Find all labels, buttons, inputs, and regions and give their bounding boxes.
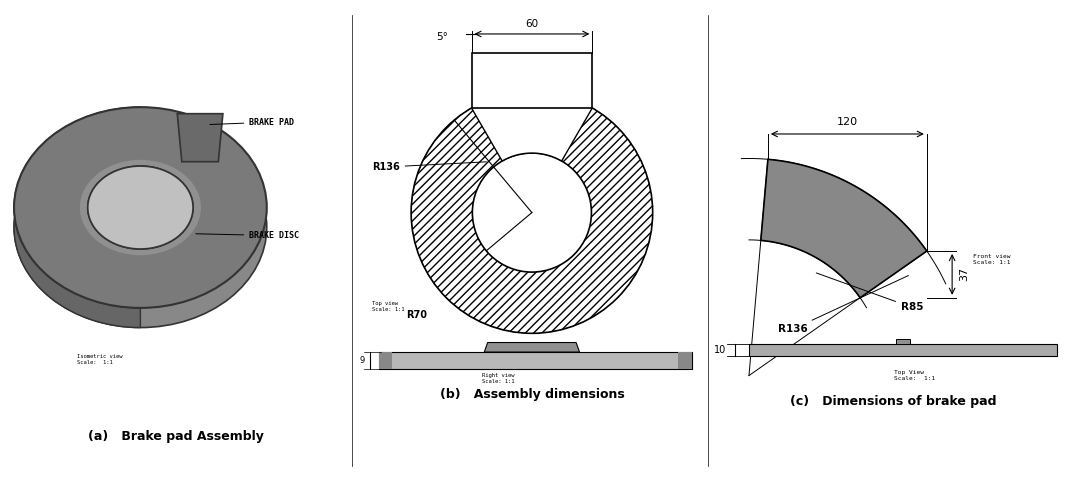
Circle shape	[472, 153, 592, 272]
Text: BRAKE DISC: BRAKE DISC	[195, 231, 299, 240]
Text: Isometric view
Scale:  1:1: Isometric view Scale: 1:1	[78, 354, 123, 365]
Text: 120: 120	[837, 117, 858, 127]
Polygon shape	[760, 159, 927, 298]
Ellipse shape	[87, 166, 193, 249]
Polygon shape	[472, 53, 592, 108]
Polygon shape	[87, 166, 140, 269]
Text: Top View
Scale:  1:1: Top View Scale: 1:1	[894, 370, 935, 381]
Text: Top view
Scale: 1:1: Top view Scale: 1:1	[372, 302, 405, 312]
Ellipse shape	[14, 107, 267, 308]
Ellipse shape	[80, 160, 201, 255]
Text: 37: 37	[959, 267, 970, 281]
Text: R85: R85	[816, 273, 923, 312]
Text: 9: 9	[360, 356, 364, 365]
Polygon shape	[379, 352, 692, 369]
Polygon shape	[750, 344, 1056, 356]
Ellipse shape	[14, 127, 267, 327]
Text: R136: R136	[372, 162, 486, 172]
Text: (c)   Dimensions of brake pad: (c) Dimensions of brake pad	[791, 395, 997, 408]
Polygon shape	[895, 339, 910, 344]
Text: 5°: 5°	[436, 32, 448, 42]
Text: (b)   Assembly dimensions: (b) Assembly dimensions	[440, 388, 624, 401]
Ellipse shape	[87, 166, 193, 249]
Polygon shape	[177, 114, 222, 162]
Polygon shape	[472, 92, 592, 161]
Text: Right view
Scale: 1:1: Right view Scale: 1:1	[482, 373, 514, 384]
Polygon shape	[484, 343, 580, 352]
Polygon shape	[14, 107, 140, 327]
Text: R70: R70	[406, 310, 427, 320]
Circle shape	[411, 92, 652, 333]
Text: R136: R136	[778, 275, 908, 334]
Text: BRAKE PAD: BRAKE PAD	[210, 118, 294, 126]
Polygon shape	[678, 352, 692, 369]
Text: Front view
Scale: 1:1: Front view Scale: 1:1	[973, 254, 1011, 265]
Polygon shape	[379, 352, 392, 369]
Text: 60: 60	[525, 19, 539, 29]
Text: 10: 10	[714, 345, 726, 355]
Text: (a)   Brake pad Assembly: (a) Brake pad Assembly	[87, 430, 264, 443]
